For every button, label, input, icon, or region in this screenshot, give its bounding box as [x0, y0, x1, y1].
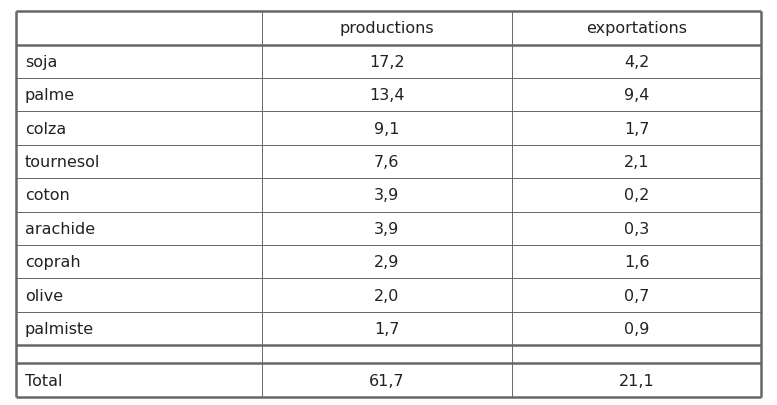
Text: 17,2: 17,2: [369, 55, 405, 70]
Text: 0,3: 0,3: [624, 221, 649, 236]
Text: tournesol: tournesol: [25, 155, 100, 170]
Text: exportations: exportations: [586, 21, 687, 36]
Text: palmiste: palmiste: [25, 321, 94, 336]
Text: 21,1: 21,1: [618, 373, 654, 388]
Text: soja: soja: [25, 55, 57, 70]
Text: 7,6: 7,6: [374, 155, 399, 170]
Text: 4,2: 4,2: [624, 55, 650, 70]
Text: 3,9: 3,9: [374, 188, 399, 203]
Text: 2,9: 2,9: [374, 254, 399, 269]
Text: 2,1: 2,1: [624, 155, 650, 170]
Text: colza: colza: [25, 121, 66, 136]
Text: 1,6: 1,6: [624, 254, 650, 269]
Text: 0,9: 0,9: [624, 321, 650, 336]
Text: 9,1: 9,1: [374, 121, 399, 136]
Text: 13,4: 13,4: [369, 88, 404, 103]
Text: coton: coton: [25, 188, 70, 203]
Text: Total: Total: [25, 373, 62, 388]
Text: coprah: coprah: [25, 254, 81, 269]
Text: 0,2: 0,2: [624, 188, 650, 203]
Text: productions: productions: [340, 21, 434, 36]
Text: olive: olive: [25, 288, 63, 303]
Text: 1,7: 1,7: [624, 121, 650, 136]
Text: 61,7: 61,7: [369, 373, 405, 388]
Text: arachide: arachide: [25, 221, 95, 236]
Text: 1,7: 1,7: [374, 321, 399, 336]
Text: palme: palme: [25, 88, 75, 103]
Text: 0,7: 0,7: [624, 288, 650, 303]
Text: 9,4: 9,4: [624, 88, 650, 103]
Text: 3,9: 3,9: [374, 221, 399, 236]
Text: 2,0: 2,0: [374, 288, 399, 303]
